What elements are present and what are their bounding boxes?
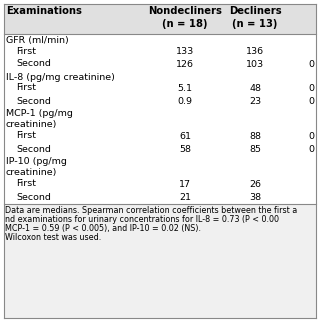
Text: GFR (ml/min): GFR (ml/min) [6,36,69,44]
Text: 23: 23 [249,97,261,106]
Bar [4,204,316,318]
Text: 38: 38 [249,193,261,202]
Text: Nondecliners
(n = 18): Nondecliners (n = 18) [148,6,222,29]
Text: Decliners
(n = 13): Decliners (n = 13) [229,6,281,29]
Text: 26: 26 [249,180,261,189]
Text: Second: Second [16,145,51,154]
Text: Examinations: Examinations [6,6,82,16]
Text: 17: 17 [179,180,191,189]
Text: 48: 48 [249,84,261,93]
Text: 136: 136 [246,47,264,56]
Text: 88: 88 [249,132,261,141]
Text: 133: 133 [176,47,194,56]
Text: 85: 85 [249,145,261,154]
Bar [4,4,316,34]
Text: 0: 0 [308,132,314,141]
Text: 0.9: 0.9 [178,97,193,106]
Text: IP-10 (pg/mg: IP-10 (pg/mg [6,157,67,166]
Text: 0: 0 [308,84,314,93]
Text: 21: 21 [179,193,191,202]
Text: Second: Second [16,97,51,106]
Text: Data are medians. Spearman correlation coefficients between the first a: Data are medians. Spearman correlation c… [5,206,297,215]
Text: 61: 61 [179,132,191,141]
Text: Second: Second [16,60,51,68]
Text: First: First [16,132,36,140]
Text: Wilcoxon test was used.: Wilcoxon test was used. [5,233,101,242]
Text: First: First [16,46,36,55]
Text: nd examinations for urinary concentrations for IL-8 = 0.73 (P < 0.00: nd examinations for urinary concentratio… [5,215,279,224]
Text: Second: Second [16,193,51,202]
Text: MCP-1 (pg/mg: MCP-1 (pg/mg [6,109,73,118]
Text: First: First [16,180,36,188]
Text: 5.1: 5.1 [178,84,193,93]
Text: IL-8 (pg/mg creatinine): IL-8 (pg/mg creatinine) [6,73,115,82]
Text: 58: 58 [179,145,191,154]
Text: MCP-1 = 0.59 (P < 0.005), and IP-10 = 0.02 (NS).: MCP-1 = 0.59 (P < 0.005), and IP-10 = 0.… [5,224,201,233]
Text: First: First [16,84,36,92]
Text: creatinine): creatinine) [6,169,57,178]
Text: 0: 0 [308,97,314,106]
Text: 126: 126 [176,60,194,69]
Text: creatinine): creatinine) [6,121,57,130]
Text: 0: 0 [308,60,314,69]
Text: 0: 0 [308,145,314,154]
Text: 103: 103 [246,60,264,69]
